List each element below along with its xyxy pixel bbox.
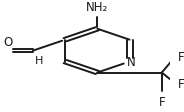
Text: NH₂: NH₂ (86, 1, 109, 14)
Text: F: F (178, 77, 184, 90)
Text: F: F (178, 51, 184, 64)
Text: F: F (158, 96, 165, 108)
Text: O: O (4, 35, 13, 48)
Text: N: N (127, 56, 136, 68)
Text: H: H (35, 55, 43, 65)
